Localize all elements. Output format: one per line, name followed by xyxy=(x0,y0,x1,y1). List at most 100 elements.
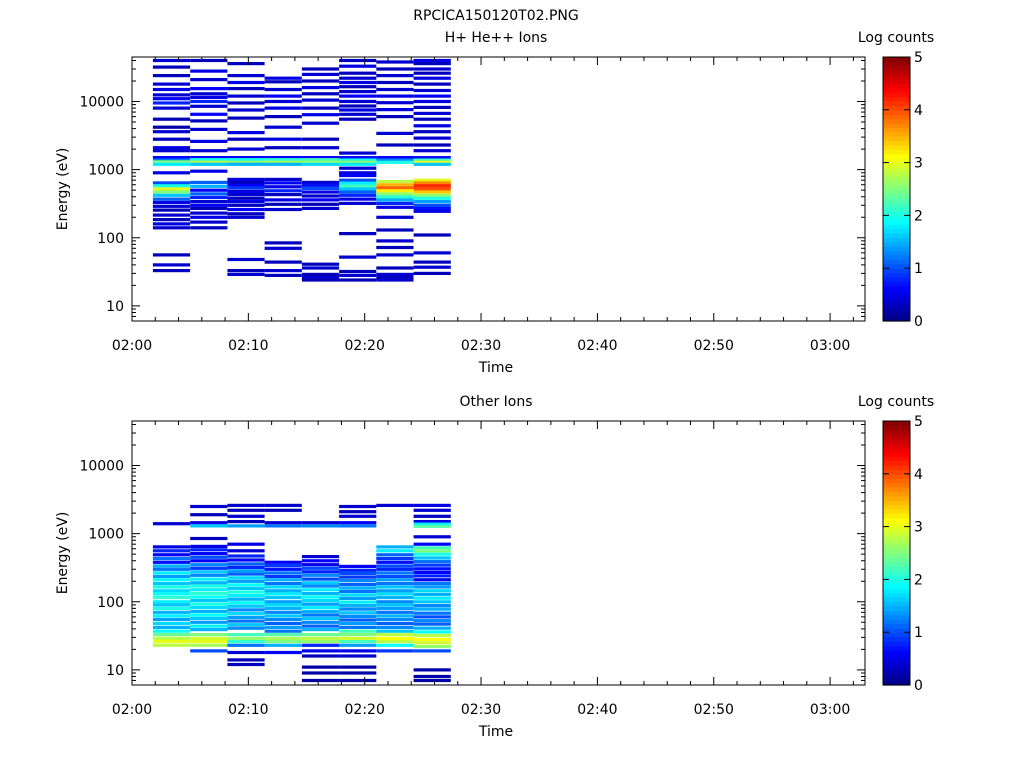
heatmap-cell xyxy=(301,190,340,194)
heatmap-cell xyxy=(227,626,265,630)
heatmap-cell xyxy=(339,104,377,108)
heatmap-cell xyxy=(152,567,191,571)
panel-1: 02:00 02:10 02:20 02:30 02:40 02:50 03:0010100… xyxy=(55,30,934,376)
colorbar-segment xyxy=(883,500,910,506)
heatmap-cell xyxy=(301,524,340,528)
colorbar-segment xyxy=(883,83,910,89)
heatmap-cell xyxy=(339,671,377,675)
heatmap-cell xyxy=(301,573,340,577)
heatmap-cell xyxy=(152,617,191,622)
colorbar-segment xyxy=(883,140,910,146)
heatmap-cell xyxy=(339,514,377,518)
heatmap-cell xyxy=(152,522,191,526)
heatmap-cell xyxy=(152,82,191,86)
y-tick-label: 100 xyxy=(97,595,124,611)
heatmap-cell xyxy=(413,542,451,546)
heatmap-cell xyxy=(227,189,265,193)
colorbar-segment xyxy=(883,224,910,230)
heatmap-cell xyxy=(152,218,191,222)
colorbar-segment xyxy=(883,513,910,519)
heatmap-cell xyxy=(301,643,340,647)
colorbar-segment xyxy=(883,610,910,616)
heatmap-cell xyxy=(190,559,228,563)
heatmap-cell xyxy=(190,602,228,606)
heatmap-cell xyxy=(339,504,377,509)
heatmap-cell xyxy=(152,571,191,575)
colorbar-segment xyxy=(883,667,910,673)
heatmap-cell xyxy=(190,504,228,509)
heatmap-cell xyxy=(376,272,414,276)
heatmap-cell xyxy=(264,503,302,507)
heatmap-cell xyxy=(301,595,340,599)
heatmap-cell xyxy=(339,614,377,618)
heatmap-cell xyxy=(339,568,377,572)
heatmap-cell xyxy=(376,503,414,507)
heatmap-cell xyxy=(227,615,265,619)
heatmap-cell xyxy=(152,589,191,593)
heatmap-cell xyxy=(264,260,302,264)
heatmap-cell xyxy=(190,220,228,224)
heatmap-cell xyxy=(376,643,414,647)
colorbar-segment xyxy=(883,623,910,629)
heatmap-cell xyxy=(152,253,191,257)
heatmap-cell xyxy=(264,578,302,582)
heatmap-cell xyxy=(301,671,340,675)
heatmap-cell xyxy=(190,149,228,153)
heatmap-cell xyxy=(152,146,191,150)
x-tick-label: 02:10 xyxy=(228,702,268,718)
heatmap-cell xyxy=(152,93,191,97)
y-tick-label: 1000 xyxy=(88,163,124,179)
heatmap-cell xyxy=(413,633,451,638)
colorbar-segment xyxy=(883,171,910,177)
heatmap-cell xyxy=(301,602,340,606)
heatmap-cell xyxy=(190,636,228,640)
heatmap-cell xyxy=(190,606,228,610)
heatmap-cell xyxy=(264,600,302,604)
heatmap-cell xyxy=(264,592,302,596)
heatmap-cell xyxy=(190,595,228,599)
colorbar-segment xyxy=(883,228,910,234)
colorbar-segment xyxy=(883,535,910,541)
heatmap-cell xyxy=(227,583,265,587)
colorbar-segment xyxy=(883,526,910,532)
heatmap-cell xyxy=(339,197,377,201)
heatmap-cell xyxy=(339,524,377,528)
colorbar-segment xyxy=(883,241,910,247)
heatmap-cell xyxy=(376,205,414,209)
heatmap-cell xyxy=(227,576,265,580)
x-tick-label: 02:30 xyxy=(461,702,501,718)
heatmap-cell xyxy=(227,180,265,184)
colorbar-segment xyxy=(883,592,910,598)
colorbar-segment xyxy=(883,281,910,287)
heatmap-cell xyxy=(301,146,340,150)
colorbar-segment xyxy=(883,127,910,133)
heatmap-cell xyxy=(152,629,191,633)
panel-1-xlabel: Time xyxy=(478,360,513,376)
heatmap-cell xyxy=(152,545,191,549)
colorbar-segment xyxy=(883,531,910,536)
colorbar-segment xyxy=(883,307,910,313)
heatmap-cell xyxy=(152,130,191,134)
heatmap-cell xyxy=(227,193,265,197)
heatmap-cell xyxy=(264,156,302,160)
heatmap-cell xyxy=(227,62,265,66)
heatmap-cell xyxy=(376,567,414,571)
heatmap-cell xyxy=(264,202,302,206)
heatmap-cell xyxy=(152,549,191,553)
heatmap-cell xyxy=(264,146,302,150)
heatmap-cell xyxy=(376,239,414,243)
heatmap-cell xyxy=(413,200,451,204)
heatmap-cell xyxy=(339,173,377,178)
colorbar-segment xyxy=(883,175,910,181)
colorbar-segment xyxy=(883,495,910,501)
heatmap-cell xyxy=(301,649,340,653)
heatmap-cell xyxy=(227,196,265,200)
heatmap-cell xyxy=(190,78,228,82)
colorbar-tick-label: 3 xyxy=(914,156,923,172)
heatmap-cell xyxy=(413,62,451,66)
heatmap-cell xyxy=(190,624,228,628)
heatmap-cell xyxy=(264,207,302,212)
heatmap-cell xyxy=(413,251,451,255)
heatmap-cell xyxy=(227,640,265,644)
x-tick-label: 03:00 xyxy=(810,338,850,354)
